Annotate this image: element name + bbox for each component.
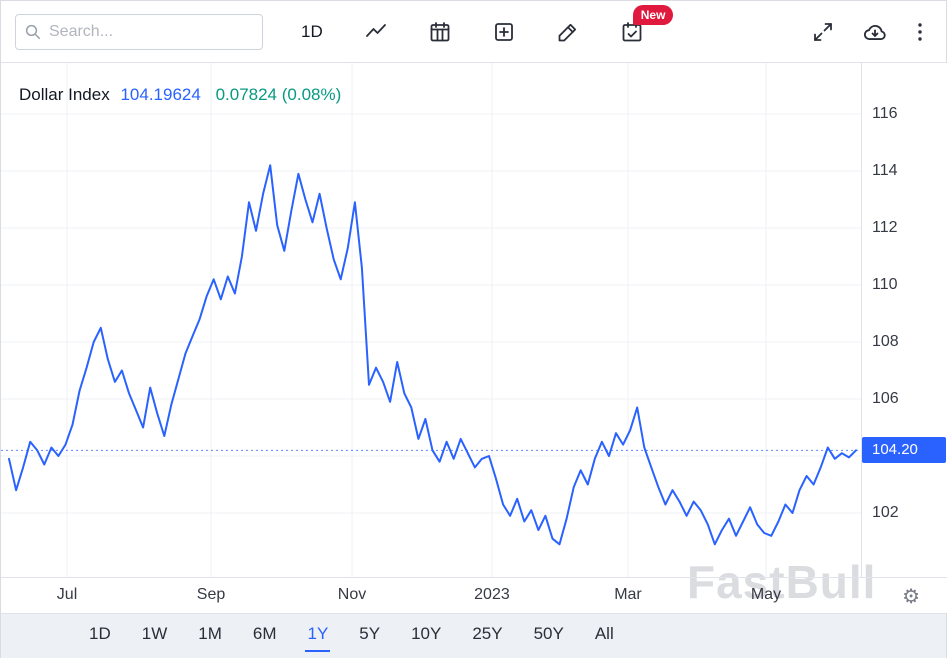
legend: Dollar Index 104.19624 0.07824 (0.08%) [19,85,341,105]
price-chart[interactable] [1,63,947,577]
symbol-name: Dollar Index [19,85,110,104]
add-indicator-button[interactable] [485,13,523,51]
timeframe-1w[interactable]: 1W [140,620,170,652]
timeframe-10y[interactable]: 10Y [409,620,443,652]
time-scale[interactable]: ⚙ Jul Sep Nov 2023 Mar May [1,577,947,613]
price-scale-label: 116 [872,105,898,122]
timeframe-1y[interactable]: 1Y [305,620,331,652]
draw-button[interactable] [549,13,587,51]
timeframe-1m[interactable]: 1M [196,620,224,652]
timeframe-25y[interactable]: 25Y [470,620,504,652]
line-chart-icon [365,23,386,37]
price-series-line [8,164,857,546]
timeframe-all[interactable]: All [593,620,616,652]
price-scale[interactable]: 116 114 112 110 108 106 102 [861,63,947,577]
settings-gear-icon[interactable]: ⚙ [902,586,920,608]
last-price-tag: 104.20 [862,437,946,464]
add-square-icon [494,22,513,41]
price-scale-label: 108 [872,333,899,350]
price-scale-label: 110 [872,276,898,293]
search-icon [25,24,41,39]
chart-style-button[interactable] [357,13,395,51]
fullscreen-icon [814,22,832,41]
calendar-check-icon [622,21,642,41]
interval-button[interactable]: 1D [293,16,331,48]
search-input[interactable] [49,22,254,41]
timeframe-5y[interactable]: 5Y [357,620,382,652]
price-scale-label: 112 [872,219,898,236]
time-scale-label: 2023 [474,586,510,603]
events-calendar-button[interactable]: New [613,4,674,51]
toolbar: 1D [1,1,946,63]
new-badge: New [632,4,674,25]
calendar-button[interactable] [421,13,459,51]
time-scale-label: Mar [614,586,642,603]
price-scale-label: 102 [872,504,899,521]
pencil-icon [558,23,576,41]
price-change: 0.07824 (0.08%) [215,85,342,104]
chart-area[interactable]: Dollar Index 104.19624 0.07824 (0.08%) 1… [1,63,947,613]
price-scale-label: 114 [872,162,898,179]
timeframe-1d[interactable]: 1D [87,620,113,652]
download-button[interactable] [856,13,894,51]
timeframe-50y[interactable]: 50Y [532,620,566,652]
kebab-menu-icon [918,22,922,41]
time-scale-label: Nov [337,586,367,603]
calendar-icon [430,21,450,41]
time-scale-label: May [750,586,782,603]
time-scale-label: Jul [56,586,78,603]
timeframe-6m[interactable]: 6M [251,620,279,652]
timeframe-bar: 1D 1W 1M 6M 1Y 5Y 10Y 25Y 50Y All [1,613,946,658]
search-box[interactable] [15,13,263,50]
last-price: 104.19624 [120,85,201,104]
more-menu-button[interactable] [908,13,932,51]
price-scale-label: 106 [872,390,899,407]
time-scale-label: Sep [196,586,226,603]
cloud-download-icon [863,24,886,40]
fullscreen-button[interactable] [804,13,842,51]
